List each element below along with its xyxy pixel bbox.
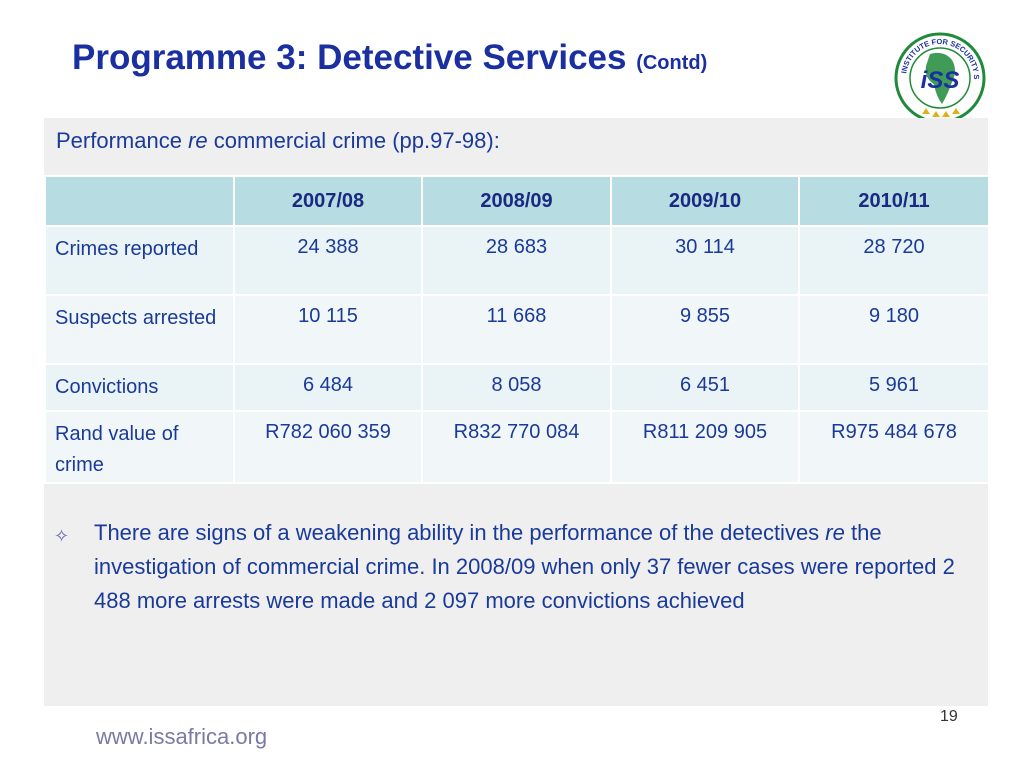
table-row: Convictions 6 484 8 058 6 451 5 961 xyxy=(44,363,990,412)
table-cell: 30 114 xyxy=(610,225,800,296)
table-cell: 24 388 xyxy=(233,225,423,296)
bullet-star-icon: ✧ xyxy=(54,526,70,546)
performance-table: 2007/08 2008/09 2009/10 2010/11 Crimes r… xyxy=(44,175,990,484)
table-cell: 28 720 xyxy=(798,225,990,296)
africa-shape xyxy=(925,52,955,104)
table-cell: R975 484 678 xyxy=(798,410,990,484)
table-cell: 11 668 xyxy=(421,294,612,365)
table-cell: R832 770 084 xyxy=(421,410,612,484)
intro-prefix: Performance xyxy=(56,128,189,153)
table-cell: R811 209 905 xyxy=(610,410,800,484)
table-cell: 6 451 xyxy=(610,363,800,412)
footer-url[interactable]: www.issafrica.org xyxy=(96,724,268,749)
content-panel: Performance re commercial crime (pp.97-9… xyxy=(44,118,990,706)
intro-line: Performance re commercial crime (pp.97-9… xyxy=(56,128,500,154)
bullet-text-part2: the investigation of commercial crime. I… xyxy=(94,520,955,613)
table-row: Crimes reported 24 388 28 683 30 114 28 … xyxy=(44,225,990,296)
table-cell: 8 058 xyxy=(421,363,612,412)
row-label-convictions: Convictions xyxy=(44,363,235,412)
table-cell: 5 961 xyxy=(798,363,990,412)
table-cell: 9 180 xyxy=(798,294,990,365)
title-main: Programme 3: Detective Services xyxy=(72,38,627,77)
table-header-row: 2007/08 2008/09 2009/10 2010/11 xyxy=(44,175,990,227)
bullet-italic: re xyxy=(825,520,845,545)
table-cell: 6 484 xyxy=(233,363,423,412)
intro-suffix: commercial crime (pp.97-98): xyxy=(207,128,500,153)
header-cell-2007-08: 2007/08 xyxy=(233,175,423,227)
logo-center-text: iSS xyxy=(921,67,960,94)
logo-triangles xyxy=(922,108,960,117)
table-row: Rand value of crime R782 060 359 R832 77… xyxy=(44,410,990,484)
iss-logo: iSS INSTITUTE FOR SECURITY STUDIES xyxy=(889,13,988,132)
bullet-text-part1: There are signs of a weakening ability i… xyxy=(94,520,826,545)
table-cell: 28 683 xyxy=(421,225,612,296)
row-label-suspects-arrested: Suspects arrested xyxy=(44,294,235,365)
header-cell-2010-11: 2010/11 xyxy=(798,175,990,227)
table-cell: 10 115 xyxy=(233,294,423,365)
row-label-crimes-reported: Crimes reported xyxy=(44,225,235,296)
header-cell-2008-09: 2008/09 xyxy=(421,175,612,227)
table-cell: 9 855 xyxy=(610,294,800,365)
iss-logo-graphic: iSS INSTITUTE FOR SECURITY STUDIES xyxy=(889,13,986,124)
header-cell-empty xyxy=(44,175,235,227)
page-number: 19 xyxy=(940,708,958,725)
row-label-rand-value: Rand value of crime xyxy=(44,410,235,484)
slide-title: Programme 3: Detective Services (Contd) xyxy=(72,38,707,78)
title-suffix: (Contd) xyxy=(636,52,708,74)
intro-italic: re xyxy=(188,128,208,153)
bullet-text: There are signs of a weakening ability i… xyxy=(94,516,984,618)
header-cell-2009-10: 2009/10 xyxy=(610,175,800,227)
table-row: Suspects arrested 10 115 11 668 9 855 9 … xyxy=(44,294,990,365)
table-cell: R782 060 359 xyxy=(233,410,423,484)
